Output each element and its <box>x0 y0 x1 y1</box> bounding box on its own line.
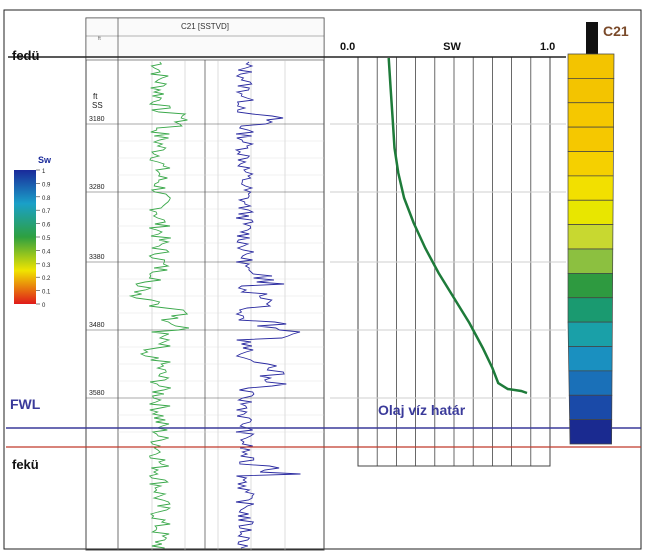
log-header-title: C21 [SSTVD] <box>181 22 229 31</box>
log-depth-unit: ft <box>98 36 101 42</box>
bottom-label: fekü <box>12 457 39 472</box>
sw-curve <box>387 57 528 395</box>
log-panel: C21 [SSTVD] ft ft SS 3180 3280 3380 3480 358… <box>85 17 325 551</box>
log-depth-label: 3480 <box>89 322 105 329</box>
legend-tick-label: 0.8 <box>42 196 51 202</box>
legend-color-bar <box>14 170 36 304</box>
legend-tick-label: 0.1 <box>42 290 51 296</box>
well-column-cell <box>567 53 615 79</box>
well-column-cell <box>567 224 614 250</box>
well-column-cell <box>567 151 614 177</box>
log-depth-ref-2: SS <box>92 101 103 110</box>
log-depth-labels: 3180 3280 3380 3480 3580 <box>89 116 105 397</box>
well-column-cell <box>567 273 614 299</box>
log-depth-label: 3180 <box>89 116 105 123</box>
log-header <box>85 17 325 61</box>
gamma-ray-curve <box>128 61 189 549</box>
contact-label: Olaj víz határ <box>378 402 466 418</box>
well-name: C21 <box>603 23 629 39</box>
sw-axis-max: 1.0 <box>540 41 555 53</box>
log-depth-label: 3380 <box>89 254 105 261</box>
well-column-cell <box>567 175 614 201</box>
well-column-cell <box>567 78 615 104</box>
legend-tick-label: 0.9 <box>42 182 51 188</box>
sw-legend: Sw 1 0.9 0.8 0.7 0.6 0.5 0.4 0.3 0.2 0.1 0 <box>14 155 52 309</box>
legend-tick-label: 1 <box>42 169 46 175</box>
log-depth-ref-1: ft <box>93 92 98 101</box>
well-column-cell <box>567 248 614 274</box>
legend-tick-label: 0 <box>42 303 46 309</box>
legend-tick-label: 0.7 <box>42 209 51 215</box>
well-symbol <box>586 22 598 54</box>
legend-tick-label: 0.4 <box>42 249 51 255</box>
top-label: fedü <box>12 48 40 63</box>
legend-ticks: 1 0.9 0.8 0.7 0.6 0.5 0.4 0.3 0.2 0.1 0 <box>36 169 51 309</box>
legend-tick-label: 0.6 <box>42 223 51 229</box>
well-column-cell <box>568 370 613 396</box>
well-column-cells <box>567 53 615 445</box>
sw-axis-min: 0.0 <box>340 41 355 53</box>
log-depth-label: 3280 <box>89 184 105 191</box>
well-column-cell <box>569 419 613 445</box>
resistivity-curve <box>234 61 301 549</box>
well-column-cell <box>567 321 613 347</box>
well-column-cell <box>568 394 613 420</box>
well-column-cell <box>567 199 614 225</box>
legend-tick-label: 0.2 <box>42 276 51 282</box>
fwl-label: FWL <box>10 396 41 412</box>
legend-tick-label: 0.3 <box>42 263 51 269</box>
well-column-cell <box>568 346 613 372</box>
log-depth-label: 3580 <box>89 390 105 397</box>
well-column <box>567 22 615 445</box>
log-grid <box>86 18 324 550</box>
well-column-cell <box>567 126 614 152</box>
sw-axis-title: SW <box>443 41 461 53</box>
legend-title: Sw <box>38 155 52 165</box>
frame <box>3 9 642 550</box>
well-column-cell <box>567 297 613 323</box>
well-column-cell <box>567 102 615 128</box>
legend-tick-label: 0.5 <box>42 236 51 242</box>
